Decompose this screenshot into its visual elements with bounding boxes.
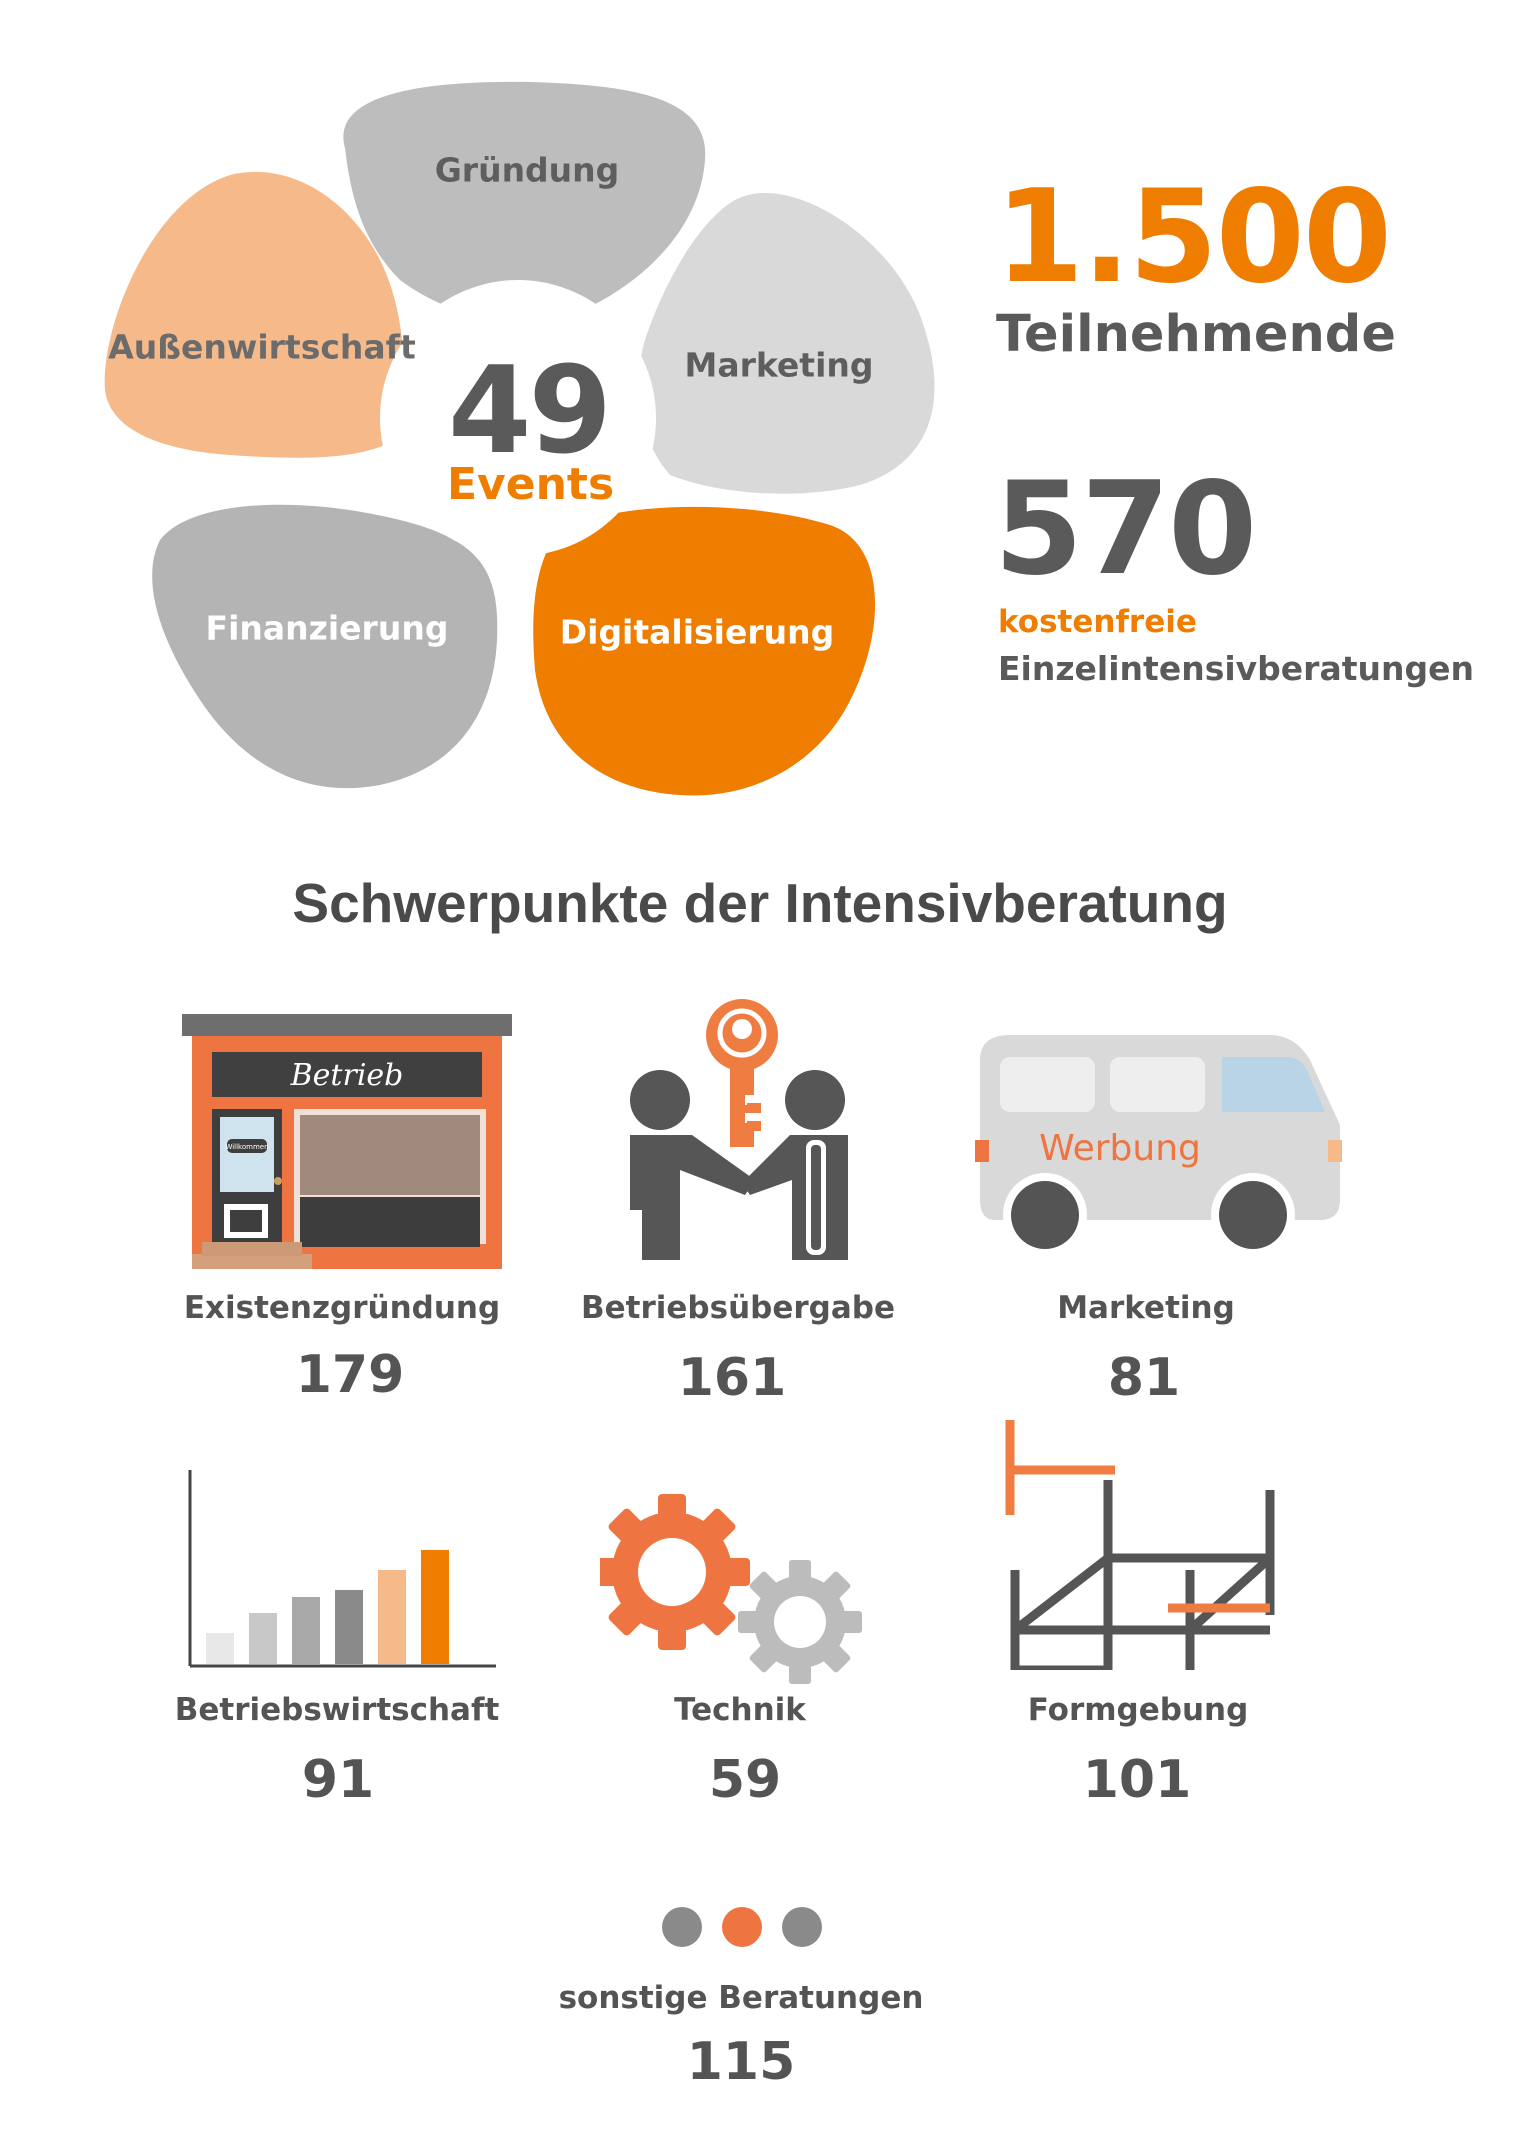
events-number: 49 bbox=[448, 342, 612, 481]
construction-icon bbox=[1005, 1420, 1275, 1670]
gears-icon bbox=[600, 1494, 862, 1684]
category-value-technik: 59 bbox=[708, 1750, 782, 1810]
petal-aussenwirtschaft bbox=[104, 171, 404, 458]
flower-center bbox=[380, 280, 656, 556]
category-label-existenzgruendung: Existenzgründung bbox=[183, 1290, 501, 1326]
category-label-marketing: Marketing bbox=[1057, 1290, 1235, 1326]
petal-label-finanzierung: Finanzierung bbox=[205, 608, 449, 648]
dots-icon bbox=[662, 1907, 822, 1947]
other-value: 115 bbox=[686, 2032, 796, 2092]
other-label: sonstige Beratungen bbox=[558, 1980, 924, 2016]
petal-label-gruendung: Gründung bbox=[434, 150, 620, 190]
petal-marketing bbox=[638, 192, 935, 494]
category-label-formgebung: Formgebung bbox=[1027, 1692, 1249, 1728]
handshake-key-icon bbox=[630, 999, 848, 1260]
consultations-label-free: kostenfreie bbox=[998, 604, 1197, 640]
events-label: Events bbox=[447, 459, 615, 510]
consultations-label-individual: Einzelintensivberatungen bbox=[998, 649, 1474, 688]
consultations-number: 570 bbox=[994, 455, 1257, 604]
shop-icon: Betrieb Willkommen bbox=[182, 1014, 512, 1269]
petal-label-aussenwirtschaft: Außenwirtschaft bbox=[108, 327, 416, 367]
petal-digitalisierung bbox=[533, 506, 876, 796]
section-title: Schwerpunkte der Intensivberatung bbox=[292, 872, 1228, 934]
category-value-betriebsuebergabe: 161 bbox=[677, 1348, 787, 1408]
category-label-betriebsuebergabe: Betriebsübergabe bbox=[581, 1290, 895, 1326]
van-text: Werbung bbox=[1039, 1128, 1201, 1169]
shop-sign-text: Betrieb bbox=[290, 1058, 404, 1093]
category-value-marketing: 81 bbox=[1107, 1348, 1181, 1408]
category-label-technik: Technik bbox=[674, 1692, 806, 1728]
participants-label: Teilnehmende bbox=[996, 305, 1396, 364]
petal-gruendung bbox=[343, 81, 706, 323]
van-icon: Werbung bbox=[975, 1035, 1342, 1257]
bar-chart-icon bbox=[188, 1470, 496, 1668]
category-value-betriebswirtschaft: 91 bbox=[301, 1750, 375, 1810]
door-sign-text: Willkommen bbox=[225, 1143, 268, 1151]
category-label-betriebswirtschaft: Betriebswirtschaft bbox=[174, 1692, 500, 1728]
petal-label-marketing: Marketing bbox=[684, 345, 874, 385]
category-value-existenzgruendung: 179 bbox=[295, 1345, 405, 1405]
category-value-formgebung: 101 bbox=[1082, 1750, 1192, 1810]
events-flower bbox=[104, 81, 935, 796]
participants-number: 1.500 bbox=[995, 163, 1392, 312]
petal-finanzierung bbox=[152, 504, 498, 789]
petal-label-digitalisierung: Digitalisierung bbox=[559, 612, 835, 652]
